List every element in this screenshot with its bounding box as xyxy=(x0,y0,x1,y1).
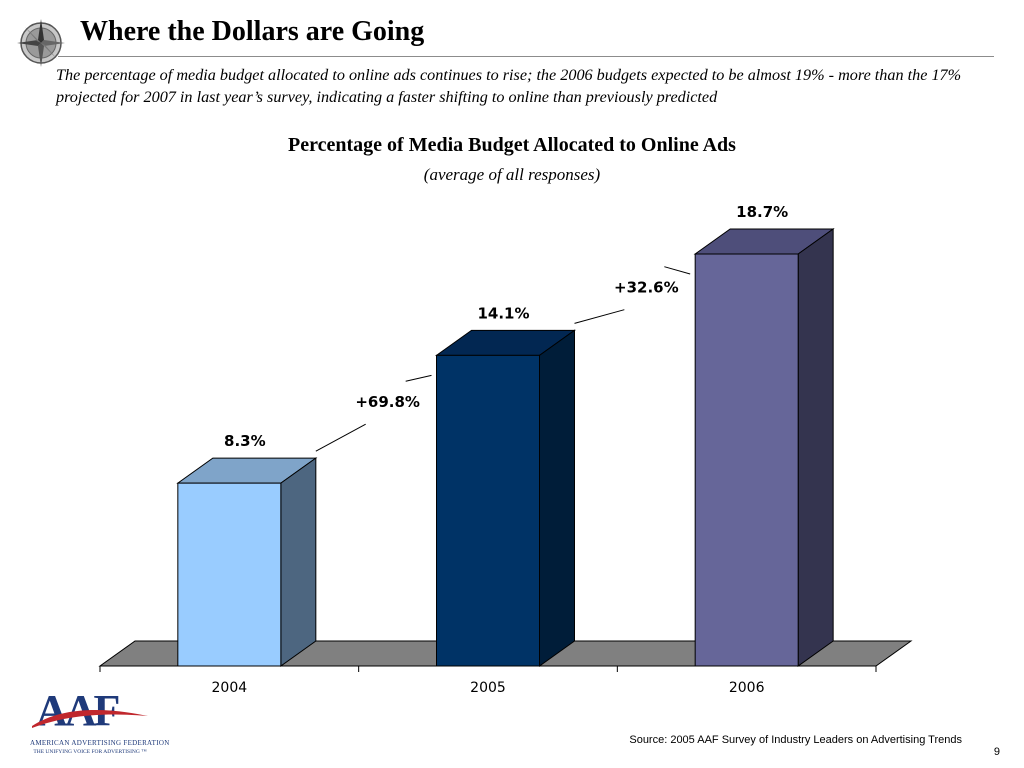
aaf-logo: AAF American Advertising Federation The … xyxy=(30,688,170,760)
bar-side-2004 xyxy=(280,457,317,667)
growth-connector xyxy=(315,423,366,452)
chart-subtitle: (average of all responses) xyxy=(423,165,601,184)
slide-title: Where the Dollars are Going xyxy=(80,16,425,47)
bar-2004 xyxy=(177,482,282,667)
value-label-2006: 18.7% xyxy=(736,203,788,221)
growth-label: +32.6% xyxy=(614,279,679,297)
slide-subtitle: The percentage of media budget allocated… xyxy=(56,66,962,106)
chart-title: Percentage of Media Budget Allocated to … xyxy=(288,134,736,156)
x-tick-label-2004: 2004 xyxy=(212,680,248,696)
x-tick-label-2006: 2006 xyxy=(729,680,765,696)
source-note: Source: 2005 AAF Survey of Industry Lead… xyxy=(629,734,962,746)
compass-logo-icon xyxy=(17,19,65,67)
growth-connector xyxy=(664,266,691,275)
bar-2005 xyxy=(436,354,540,667)
value-label-2004: 8.3% xyxy=(224,432,266,450)
growth-connector xyxy=(405,374,432,382)
value-label-2005: 14.1% xyxy=(477,304,529,322)
title-divider xyxy=(58,56,994,57)
growth-connector xyxy=(574,309,625,324)
growth-label: +69.8% xyxy=(355,393,420,411)
bar-side-2006 xyxy=(797,228,834,667)
logo-tagline: The Unifying Voice For Advertising ™ xyxy=(33,749,147,755)
bar-2006 xyxy=(694,253,799,667)
x-tick-label-2005: 2005 xyxy=(470,680,506,696)
bar-side-2005 xyxy=(539,329,575,667)
logo-swoosh-icon xyxy=(32,710,148,728)
page-number: 9 xyxy=(993,746,1000,758)
logo-name: American Advertising Federation xyxy=(30,739,170,747)
